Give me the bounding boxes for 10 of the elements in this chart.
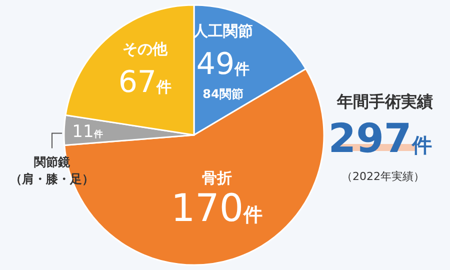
data-label: 170件: [171, 186, 263, 230]
data-label: 49件: [196, 46, 250, 82]
text: 年間手術実績: [336, 92, 433, 111]
slice-label: 骨折: [202, 168, 232, 187]
data-label: 11件: [72, 122, 103, 142]
text: （2022年実績）: [342, 170, 424, 183]
slice-label: その他: [122, 40, 168, 58]
data-label: 67件: [118, 64, 172, 100]
text: 297件: [328, 116, 432, 162]
text: 84関節: [202, 86, 244, 101]
